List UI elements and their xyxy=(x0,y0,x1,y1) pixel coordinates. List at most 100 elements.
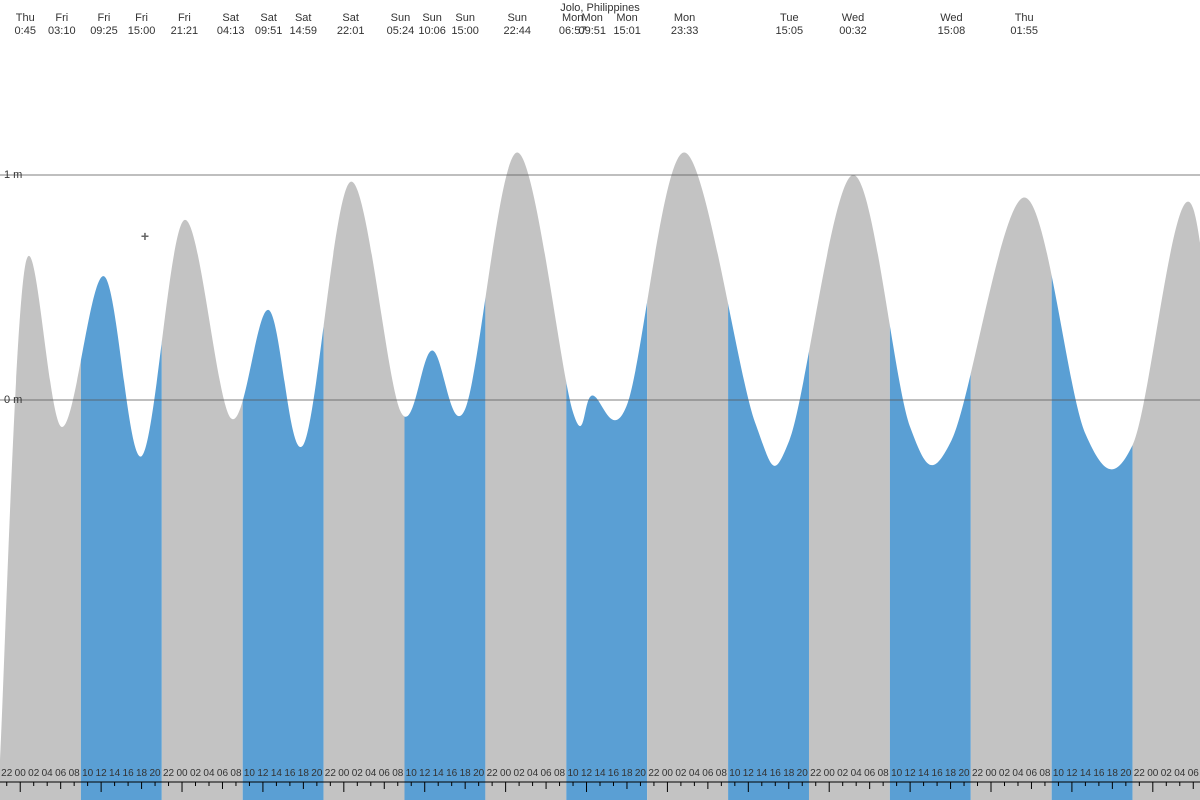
x-axis-hour-label: 10 xyxy=(244,768,255,779)
x-axis-hour-label: 00 xyxy=(1147,768,1158,779)
x-axis-hour-label: 20 xyxy=(635,768,646,779)
x-axis-hour-label: 18 xyxy=(783,768,794,779)
x-axis-hour-label: 08 xyxy=(716,768,727,779)
x-axis-hour-label: 22 xyxy=(1134,768,1145,779)
x-axis-hour-label: 02 xyxy=(837,768,848,779)
tide-event-label: Thu01:55 xyxy=(1010,12,1038,37)
x-axis-hour-label: 14 xyxy=(109,768,120,779)
x-axis-hour-label: 06 xyxy=(379,768,390,779)
x-axis-hour-label: 20 xyxy=(958,768,969,779)
tide-event-label: Sat14:59 xyxy=(289,12,317,37)
x-axis-hour-label: 02 xyxy=(514,768,525,779)
tide-event-label: Wed00:32 xyxy=(839,12,867,37)
x-axis-hour-label: 08 xyxy=(878,768,889,779)
x-axis-hour-label: 04 xyxy=(851,768,862,779)
x-axis-hour-label: 08 xyxy=(554,768,565,779)
x-axis-hour-label: 22 xyxy=(1,768,12,779)
x-axis-hour-label: 16 xyxy=(770,768,781,779)
x-axis-hour-label: 20 xyxy=(473,768,484,779)
x-axis-hour-label: 12 xyxy=(257,768,268,779)
tide-event-label: Thu0:45 xyxy=(15,12,36,37)
x-axis-hour-label: 14 xyxy=(594,768,605,779)
x-axis-hour-label: 16 xyxy=(1093,768,1104,779)
x-axis-hour-label: 12 xyxy=(1066,768,1077,779)
x-axis-hour-label: 10 xyxy=(729,768,740,779)
x-axis-hour-label: 00 xyxy=(824,768,835,779)
x-axis-hour-label: 18 xyxy=(460,768,471,779)
x-axis-hour-label: 16 xyxy=(123,768,134,779)
tide-event-label: Sun15:00 xyxy=(451,12,479,37)
x-axis-hour-label: 02 xyxy=(352,768,363,779)
x-axis-hour-label: 18 xyxy=(136,768,147,779)
x-axis-hour-label: 10 xyxy=(891,768,902,779)
x-axis-hour-label: 14 xyxy=(756,768,767,779)
tide-event-label: Wed15:08 xyxy=(938,12,966,37)
x-axis-hour-label: 02 xyxy=(28,768,39,779)
x-axis-hour-label: 20 xyxy=(797,768,808,779)
x-axis-hour-label: 02 xyxy=(1161,768,1172,779)
x-axis-hour-label: 16 xyxy=(608,768,619,779)
tide-event-label: Sun22:44 xyxy=(504,12,532,37)
x-axis-hour-label: 04 xyxy=(42,768,53,779)
x-axis-hour-label: 06 xyxy=(541,768,552,779)
x-axis-hour-label: 02 xyxy=(675,768,686,779)
tide-event-label: Tue15:05 xyxy=(776,12,804,37)
x-axis-hour-label: 04 xyxy=(1174,768,1185,779)
tide-event-label: Fri21:21 xyxy=(171,12,199,37)
x-axis-hour-label: 14 xyxy=(433,768,444,779)
y-axis-label: 1 m xyxy=(4,169,22,181)
x-axis-hour-label: 00 xyxy=(338,768,349,779)
x-axis-hour-label: 18 xyxy=(621,768,632,779)
x-axis-hour-label: 22 xyxy=(325,768,336,779)
x-axis-hour-label: 08 xyxy=(392,768,403,779)
x-axis-hour-label: 14 xyxy=(271,768,282,779)
x-axis-hour-label: 04 xyxy=(527,768,538,779)
x-axis-hour-label: 04 xyxy=(203,768,214,779)
x-axis-hour-label: 00 xyxy=(15,768,26,779)
x-axis-hour-label: 22 xyxy=(972,768,983,779)
x-axis-hour-label: 06 xyxy=(1026,768,1037,779)
x-axis-hour-label: 14 xyxy=(918,768,929,779)
x-axis-hour-label: 02 xyxy=(999,768,1010,779)
x-axis-hour-label: 12 xyxy=(743,768,754,779)
tide-event-label: Mon23:33 xyxy=(671,12,699,37)
tide-event-label: Sun10:06 xyxy=(418,12,446,37)
x-axis-hour-label: 18 xyxy=(945,768,956,779)
tide-event-label: Sat04:13 xyxy=(217,12,245,37)
x-axis-hour-label: 12 xyxy=(905,768,916,779)
x-axis-hour-label: 04 xyxy=(1012,768,1023,779)
x-axis-hour-label: 14 xyxy=(1080,768,1091,779)
x-axis-hour-label: 00 xyxy=(500,768,511,779)
x-axis-hour-label: 20 xyxy=(1120,768,1131,779)
x-axis-hour-label: 08 xyxy=(69,768,80,779)
x-axis-hour-label: 06 xyxy=(702,768,713,779)
x-axis-hour-label: 08 xyxy=(230,768,241,779)
x-axis-hour-label: 00 xyxy=(985,768,996,779)
x-axis-hour-label: 06 xyxy=(864,768,875,779)
x-axis-hour-label: 06 xyxy=(1188,768,1199,779)
x-axis-hour-label: 02 xyxy=(190,768,201,779)
x-axis-hour-label: 16 xyxy=(932,768,943,779)
x-axis-hour-label: 06 xyxy=(217,768,228,779)
tide-event-label: Fri09:25 xyxy=(90,12,118,37)
x-axis-hour-label: 18 xyxy=(1107,768,1118,779)
tide-event-label: Sun05:24 xyxy=(387,12,415,37)
x-axis-hour-label: 10 xyxy=(1053,768,1064,779)
tide-event-label: Mon09:51 xyxy=(578,12,606,37)
x-axis-hour-label: 20 xyxy=(311,768,322,779)
x-axis-hour-label: 04 xyxy=(365,768,376,779)
x-axis-hour-label: 00 xyxy=(662,768,673,779)
x-axis-hour-label: 12 xyxy=(96,768,107,779)
chart-svg xyxy=(0,0,1200,800)
x-axis-hour-label: 10 xyxy=(82,768,93,779)
x-axis-hour-label: 22 xyxy=(810,768,821,779)
x-axis-hour-label: 16 xyxy=(446,768,457,779)
x-axis-hour-label: 22 xyxy=(163,768,174,779)
x-axis-hour-label: 22 xyxy=(648,768,659,779)
x-axis-hour-label: 12 xyxy=(419,768,430,779)
x-axis-hour-label: 10 xyxy=(406,768,417,779)
x-axis-hour-label: 00 xyxy=(176,768,187,779)
tide-chart: Jolo, Philippines 1 m0 m2200020406081012… xyxy=(0,0,1200,800)
x-axis-hour-label: 12 xyxy=(581,768,592,779)
x-axis-hour-label: 18 xyxy=(298,768,309,779)
